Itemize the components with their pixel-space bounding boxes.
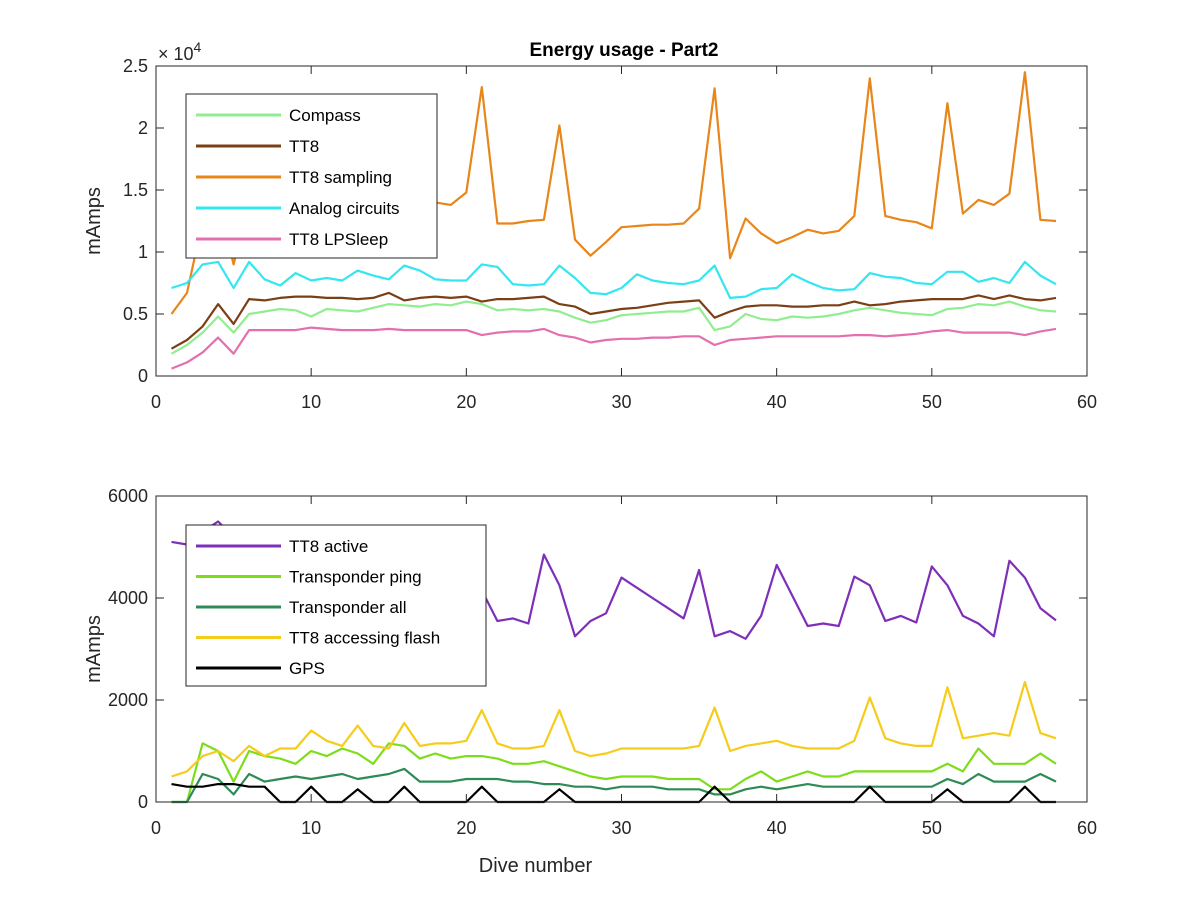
y-tick-label: 1.5 <box>123 180 148 200</box>
x-axis-label: Dive number <box>479 855 593 877</box>
series-line-tt8 <box>170 291 1057 350</box>
y-tick-label: 0 <box>138 792 148 812</box>
x-tick-label: 30 <box>611 818 631 838</box>
series-line-tt8-accessing-flash <box>171 680 1057 778</box>
series-line-compass <box>170 300 1057 355</box>
legend: TT8 active Transponder ping Transponder al… <box>185 524 487 687</box>
y-tick-label: 0 <box>138 366 148 386</box>
series-line-transponder-ping <box>171 742 1057 804</box>
legend-label: TT8 <box>289 137 319 156</box>
series-line-analog-circuits <box>171 260 1057 299</box>
y-axis-label: mAmps <box>83 615 105 683</box>
x-tick-label: 40 <box>767 818 787 838</box>
top-plot: 0 10 20 30 40 50 6000.511.522.5× 104mAmpsCompa… <box>83 39 1097 412</box>
y-tick-label: 0.5 <box>123 304 148 324</box>
y-tick-label: 2 <box>138 118 148 138</box>
legend-label: Analog circuits <box>289 199 400 218</box>
x-tick-label: 10 <box>301 392 321 412</box>
legend-label: GPS <box>289 659 325 678</box>
y-tick-label: 4000 <box>108 588 148 608</box>
x-tick-label: 50 <box>922 818 942 838</box>
figure-title: Energy usage - Part2 <box>529 40 718 61</box>
series-line-tt8-lpsleep <box>171 326 1057 370</box>
x-tick-label: 60 <box>1077 818 1097 838</box>
x-tick-label: 30 <box>611 392 631 412</box>
legend-label: Transponder all <box>289 598 407 617</box>
legend-label: TT8 accessing flash <box>289 629 440 648</box>
legend-label: TT8 active <box>289 537 368 556</box>
x-tick-label: 20 <box>456 818 476 838</box>
y-exponent-power: 4 <box>194 39 202 55</box>
y-tick-label: 2000 <box>108 690 148 710</box>
x-tick-label: 0 <box>151 392 161 412</box>
legend: Compass TT8 TT8 sampling Analog circuits TT8… <box>185 93 438 259</box>
series-line-transponder-all <box>171 767 1057 804</box>
y-tick-label: 1 <box>138 242 148 262</box>
x-tick-label: 60 <box>1077 392 1097 412</box>
x-tick-label: 40 <box>767 392 787 412</box>
legend-label: TT8 sampling <box>289 168 392 187</box>
y-tick-label: 6000 <box>108 486 148 506</box>
x-tick-label: 10 <box>301 818 321 838</box>
legend-label: Transponder ping <box>289 568 422 587</box>
x-tick-label: 0 <box>151 818 161 838</box>
bottom-plot: 0 10 20 30 40 50 60 0 2000 4000 6000 mAmps Dive numb… <box>83 486 1097 877</box>
x-tick-label: 20 <box>456 392 476 412</box>
legend-label: TT8 LPSleep <box>289 230 388 249</box>
y-tick-label: 2.5 <box>123 56 148 76</box>
x-tick-label: 50 <box>922 392 942 412</box>
legend-label: Compass <box>289 106 361 125</box>
y-axis-label: mAmps <box>83 187 105 255</box>
